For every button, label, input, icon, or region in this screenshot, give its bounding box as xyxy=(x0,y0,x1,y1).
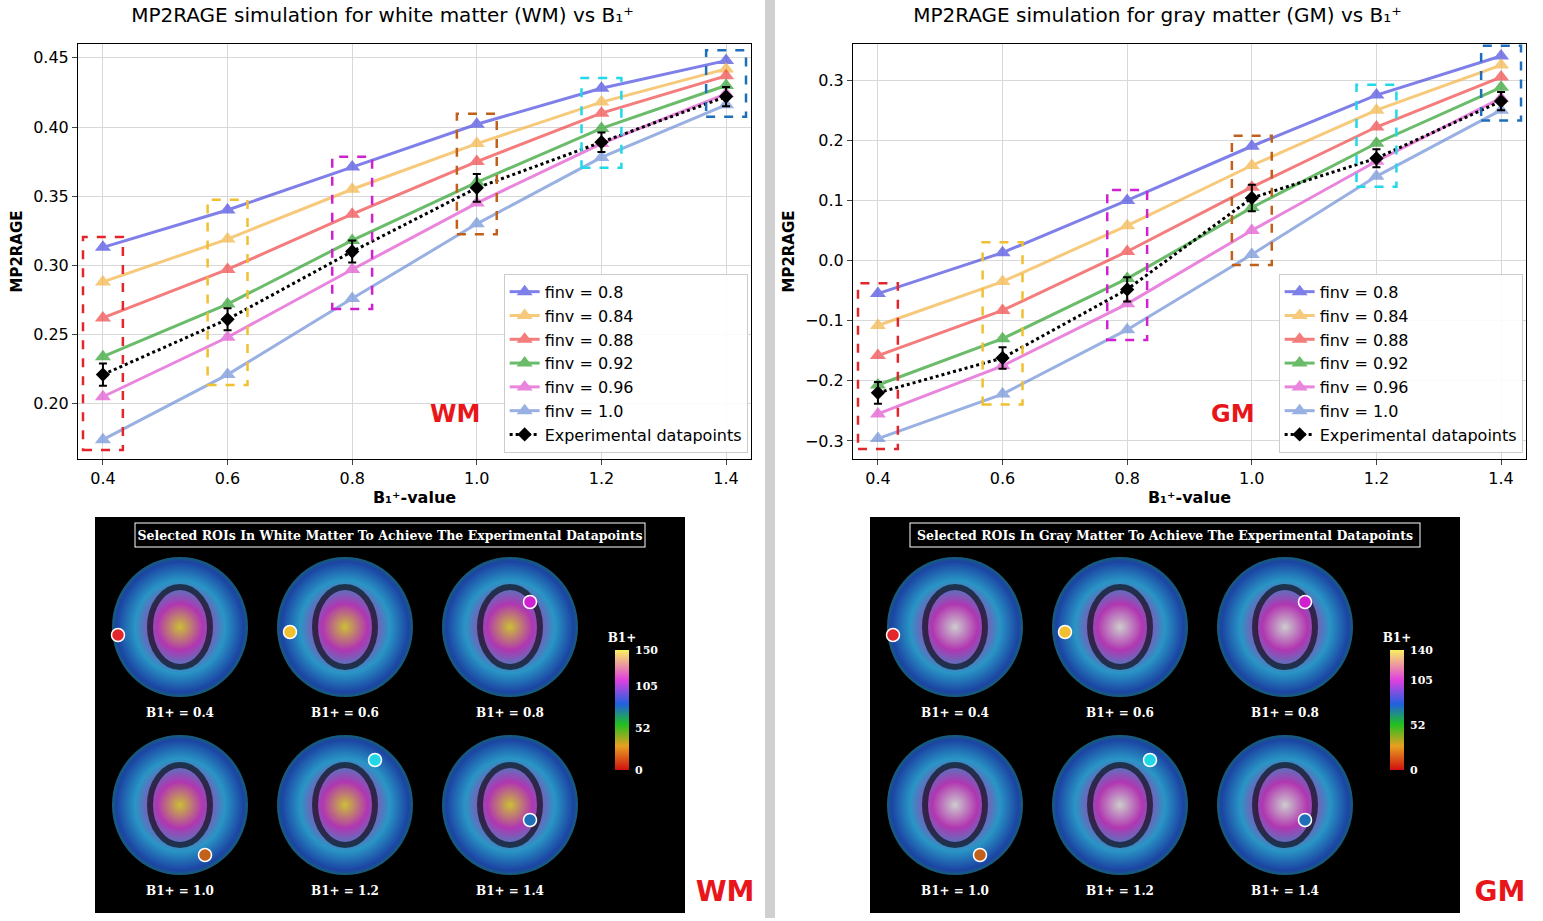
svg-text:−0.2: −0.2 xyxy=(805,371,844,390)
svg-text:B1+: B1+ xyxy=(608,631,637,645)
svg-text:finv = 0.96: finv = 0.96 xyxy=(1320,378,1409,397)
svg-text:MP2RAGE simulation for white m: MP2RAGE simulation for white matter (WM)… xyxy=(131,3,634,27)
svg-text:1.2: 1.2 xyxy=(1364,469,1389,488)
svg-text:Experimental datapoints: Experimental datapoints xyxy=(545,426,742,445)
svg-text:finv = 1.0: finv = 1.0 xyxy=(1320,402,1399,421)
svg-text:0.6: 0.6 xyxy=(990,469,1015,488)
svg-text:finv = 0.88: finv = 0.88 xyxy=(1320,331,1409,350)
svg-text:0.2: 0.2 xyxy=(818,131,843,150)
svg-text:B₁⁺-value: B₁⁺-value xyxy=(373,488,456,507)
svg-text:0.4: 0.4 xyxy=(90,469,115,488)
svg-text:0.8: 0.8 xyxy=(339,469,364,488)
svg-text:1.2: 1.2 xyxy=(589,469,614,488)
svg-text:0.3: 0.3 xyxy=(818,71,843,90)
svg-text:0.6: 0.6 xyxy=(215,469,240,488)
svg-text:105: 105 xyxy=(1410,674,1433,687)
svg-text:B1+ = 0.8: B1+ = 0.8 xyxy=(1251,706,1319,720)
svg-text:finv = 0.92: finv = 0.92 xyxy=(1320,354,1409,373)
svg-text:1.0: 1.0 xyxy=(1239,469,1264,488)
svg-text:B1+ = 0.4: B1+ = 0.4 xyxy=(146,706,214,720)
svg-text:B1+ = 1.2: B1+ = 1.2 xyxy=(1086,884,1154,898)
svg-text:GM: GM xyxy=(1211,400,1255,428)
svg-text:B1+ = 0.8: B1+ = 0.8 xyxy=(476,706,544,720)
svg-text:52: 52 xyxy=(635,722,650,735)
svg-text:52: 52 xyxy=(1410,719,1425,732)
svg-text:finv = 0.8: finv = 0.8 xyxy=(545,283,624,302)
svg-text:1.0: 1.0 xyxy=(464,469,489,488)
svg-text:0.30: 0.30 xyxy=(33,256,69,275)
svg-text:0.4: 0.4 xyxy=(865,469,890,488)
svg-text:Experimental datapoints: Experimental datapoints xyxy=(1320,426,1517,445)
svg-text:105: 105 xyxy=(635,680,658,693)
svg-text:B1+ = 1.4: B1+ = 1.4 xyxy=(476,884,544,898)
svg-text:B1+ = 1.0: B1+ = 1.0 xyxy=(146,884,214,898)
svg-text:finv = 0.88: finv = 0.88 xyxy=(545,331,634,350)
svg-text:B1+ = 0.6: B1+ = 0.6 xyxy=(311,706,379,720)
svg-text:B1+ = 0.6: B1+ = 0.6 xyxy=(1086,706,1154,720)
svg-text:B1+: B1+ xyxy=(1383,631,1412,645)
svg-text:B1+ = 1.4: B1+ = 1.4 xyxy=(1251,884,1319,898)
svg-text:0.1: 0.1 xyxy=(818,191,843,210)
svg-text:−0.3: −0.3 xyxy=(805,432,844,451)
svg-text:B1+ = 1.2: B1+ = 1.2 xyxy=(311,884,379,898)
svg-text:finv = 0.84: finv = 0.84 xyxy=(1320,307,1409,326)
svg-text:1.4: 1.4 xyxy=(713,469,738,488)
svg-text:0: 0 xyxy=(635,764,643,777)
svg-text:0.20: 0.20 xyxy=(33,394,69,413)
svg-text:0.35: 0.35 xyxy=(33,187,69,206)
svg-text:finv = 1.0: finv = 1.0 xyxy=(545,402,624,421)
svg-text:−0.1: −0.1 xyxy=(805,311,844,330)
svg-text:Selected ROIs In Gray Matter T: Selected ROIs In Gray Matter To Achieve … xyxy=(917,528,1413,543)
svg-text:B1+ = 0.4: B1+ = 0.4 xyxy=(921,706,989,720)
svg-text:Selected ROIs In White Matter: Selected ROIs In White Matter To Achieve… xyxy=(138,528,643,543)
svg-text:WM: WM xyxy=(696,875,755,908)
svg-text:0.0: 0.0 xyxy=(818,251,843,270)
svg-text:0.45: 0.45 xyxy=(33,48,69,67)
svg-text:finv = 0.96: finv = 0.96 xyxy=(545,378,634,397)
svg-text:0.40: 0.40 xyxy=(33,118,69,137)
svg-text:0.25: 0.25 xyxy=(33,325,69,344)
svg-text:140: 140 xyxy=(1410,644,1433,657)
svg-text:MP2RAGE: MP2RAGE xyxy=(780,210,798,292)
svg-text:MP2RAGE: MP2RAGE xyxy=(8,210,26,292)
svg-text:1.4: 1.4 xyxy=(1488,469,1513,488)
svg-text:B1+ = 1.0: B1+ = 1.0 xyxy=(921,884,989,898)
svg-text:0: 0 xyxy=(1410,764,1418,777)
svg-text:GM: GM xyxy=(1475,875,1526,908)
svg-text:finv = 0.92: finv = 0.92 xyxy=(545,354,634,373)
svg-text:MP2RAGE simulation for gray ma: MP2RAGE simulation for gray matter (GM) … xyxy=(913,3,1402,27)
svg-text:B₁⁺-value: B₁⁺-value xyxy=(1148,488,1231,507)
svg-text:WM: WM xyxy=(430,400,480,428)
svg-text:0.8: 0.8 xyxy=(1114,469,1139,488)
svg-text:finv = 0.84: finv = 0.84 xyxy=(545,307,634,326)
svg-text:finv = 0.8: finv = 0.8 xyxy=(1320,283,1399,302)
svg-text:150: 150 xyxy=(635,644,658,657)
